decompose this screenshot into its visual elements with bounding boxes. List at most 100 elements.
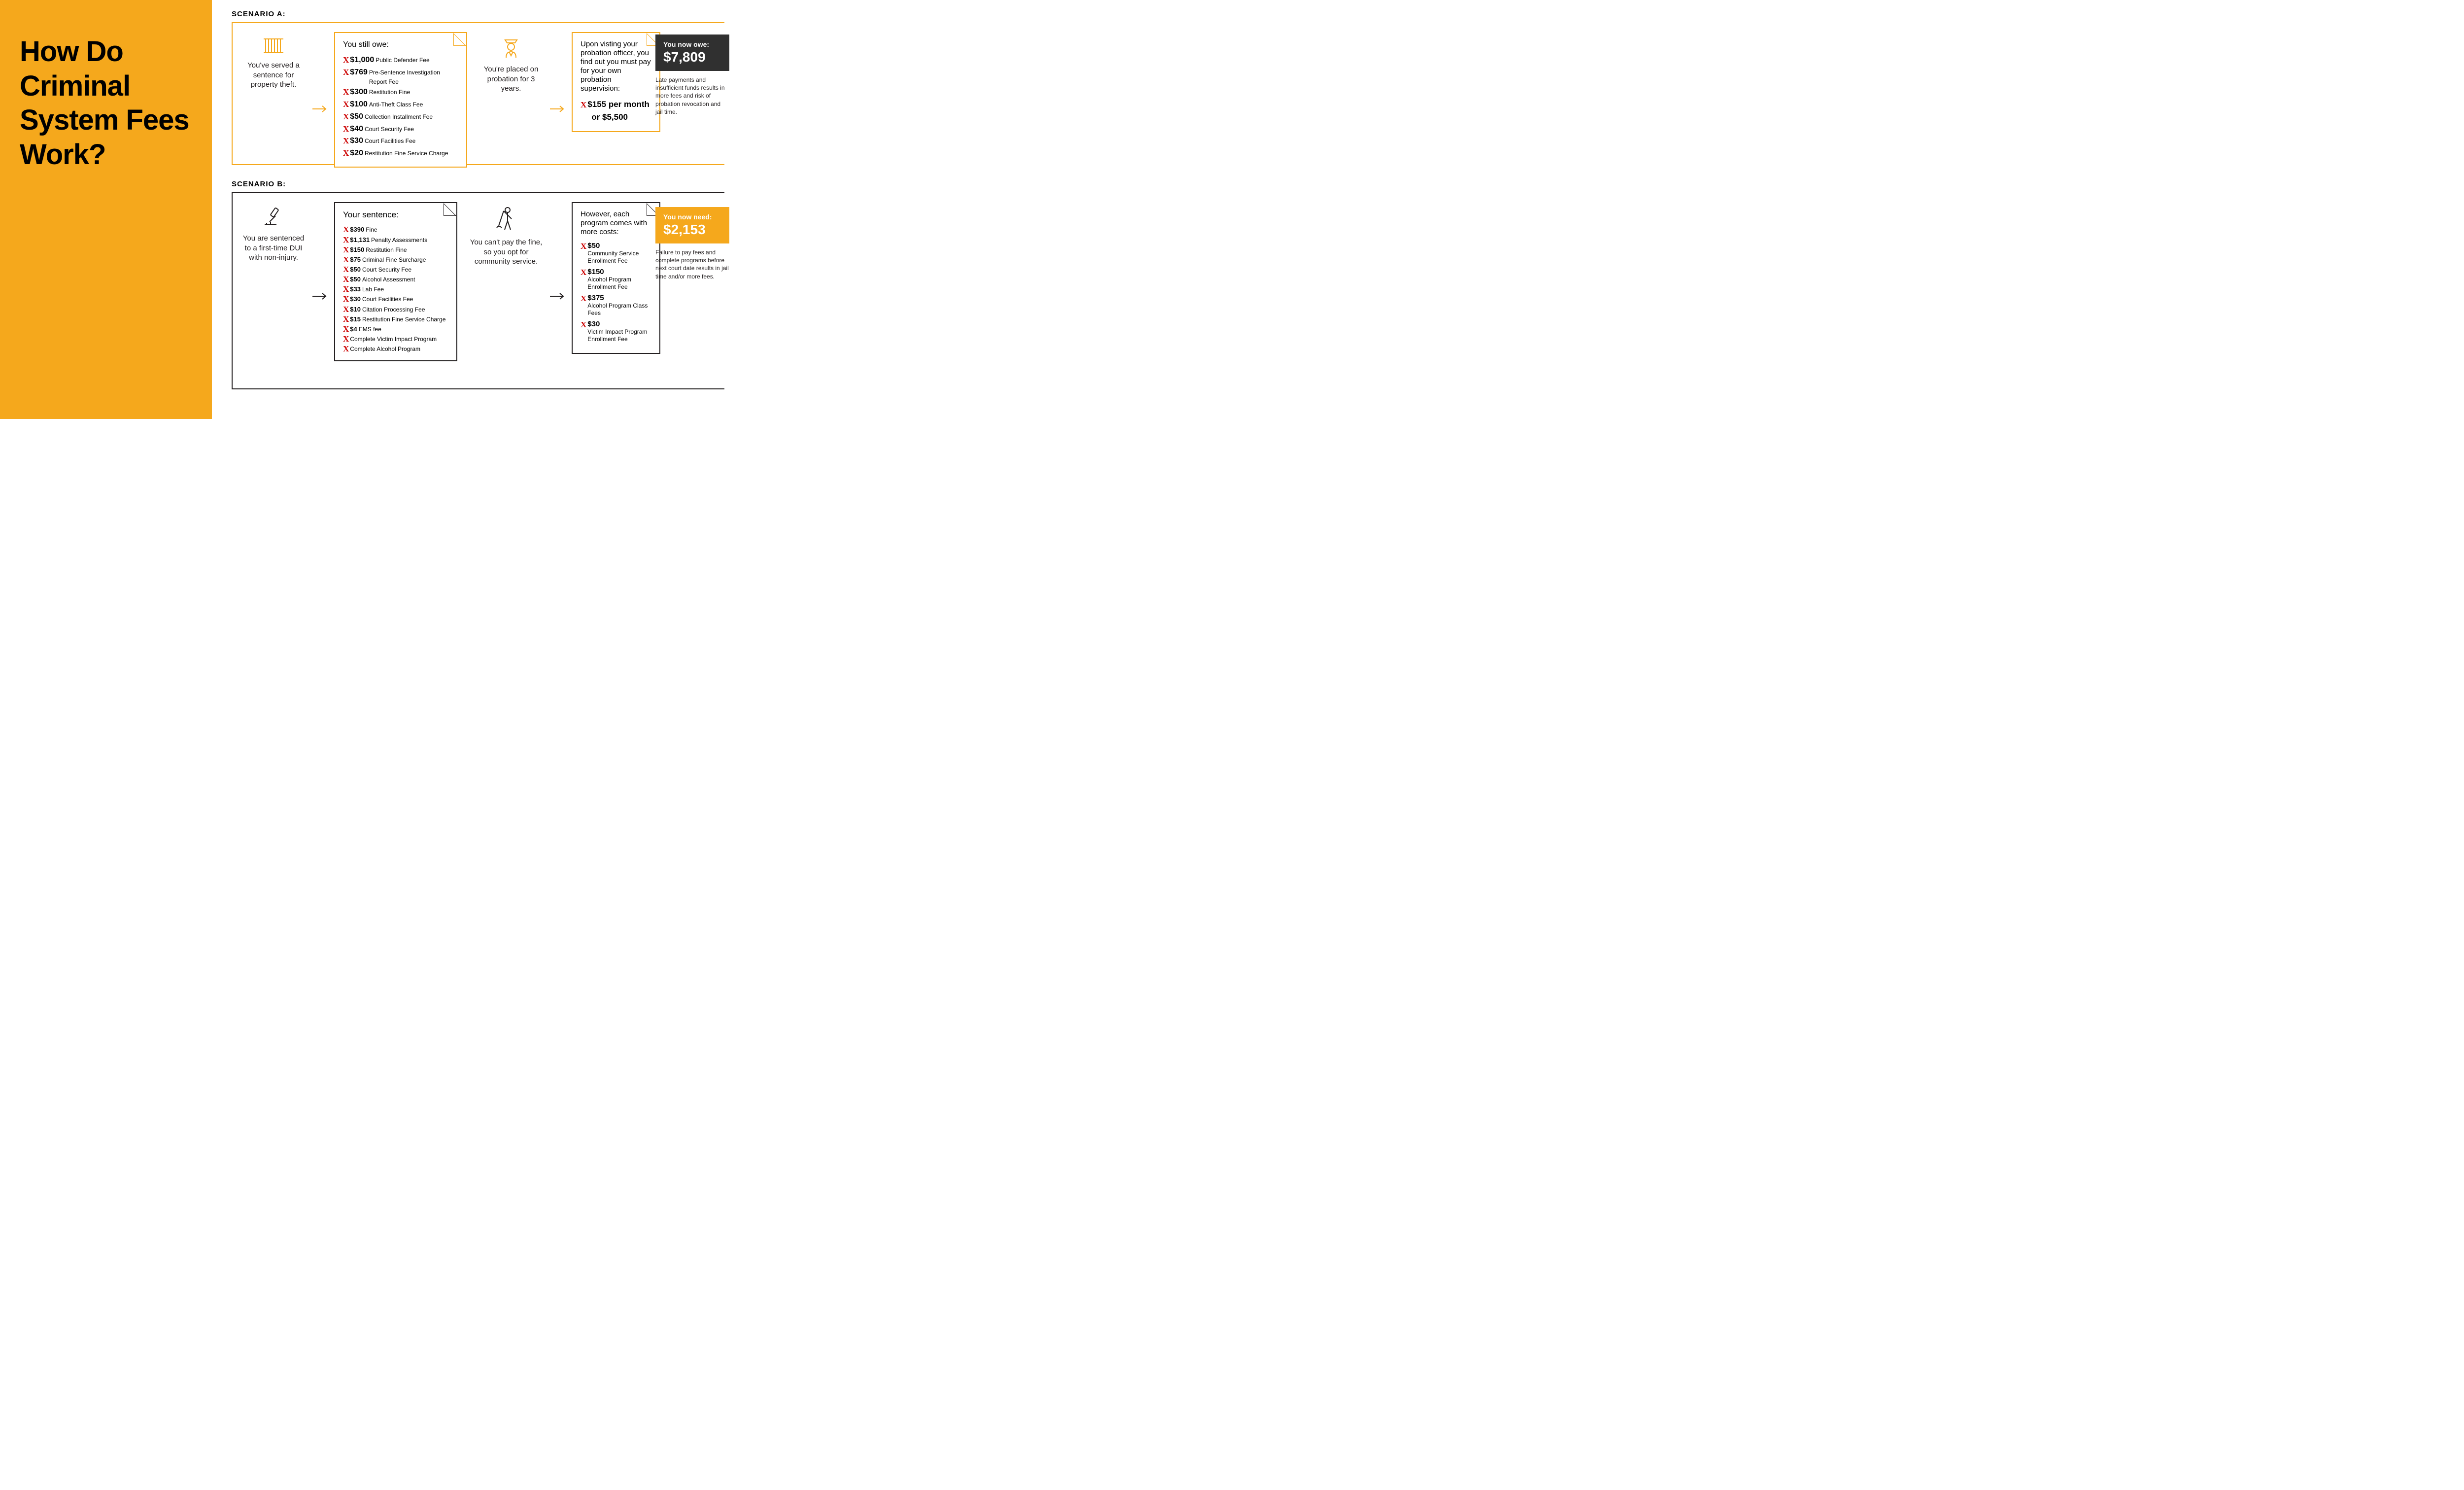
fee-line: X$375Alcohol Program Class Fees — [581, 294, 651, 320]
fee-label: Restitution Fine Service Charge — [365, 149, 448, 158]
scenario-b-step2-text: You can't pay the fine, so you opt for c… — [469, 238, 543, 267]
fee-line: X$1,000Public Defender Fee — [343, 54, 458, 67]
fee-amount: $75 — [350, 255, 361, 265]
fee-line: X$4EMS fee — [343, 324, 448, 334]
fee-label: Alcohol Program Class Fees — [587, 302, 651, 317]
fee-label: Alcohol Assessment — [362, 275, 415, 284]
doc-title: Your sentence: — [343, 210, 448, 220]
fee-amount: $150 — [350, 245, 364, 255]
content-area: SCENARIO A: — [212, 0, 739, 419]
fee-label: Complete Alcohol Program — [350, 345, 420, 354]
fee-amount: $10 — [350, 305, 361, 314]
scenario-b-step1: You are sentenced to a first-time DUI wi… — [241, 202, 306, 263]
doc-title: However, each program comes with more co… — [581, 210, 651, 237]
fee-amount: $30 — [350, 294, 361, 304]
fee-amount: $50 — [350, 275, 361, 284]
fee-line: X$390Fine — [343, 225, 448, 235]
scenario-b-label: SCENARIO B: — [232, 180, 724, 188]
fee-amount: $390 — [350, 225, 364, 235]
callout-amount: $2,153 — [663, 222, 721, 238]
arrow-icon — [312, 105, 327, 112]
fee-line: X$50Alcohol Assessment — [343, 275, 448, 284]
fee-amount: $30 — [350, 135, 363, 147]
fee-line: X$150Restitution Fine — [343, 245, 448, 255]
scenario-a-step1-text: You've served a sentence for property th… — [241, 61, 306, 90]
fee-label: Anti-Theft Class Fee — [369, 100, 423, 109]
callout-label: You now need: — [663, 213, 721, 221]
fee-line: X$50Community Service Enrollment Fee — [581, 242, 651, 268]
fee-line: X$40Court Security Fee — [343, 123, 458, 136]
fee-amount: $33 — [350, 284, 361, 294]
fee-amount: $15 — [350, 314, 361, 324]
jail-icon — [262, 36, 285, 56]
fee-label: Court Security Fee — [365, 125, 414, 134]
fee-line: X$150Alcohol Program Enrollment Fee — [581, 268, 651, 294]
scenario-a: SCENARIO A: — [232, 10, 724, 165]
fee-line: X$100Anti-Theft Class Fee — [343, 99, 458, 111]
scenario-b: SCENARIO B: You are se — [232, 180, 724, 389]
arrow-icon — [550, 105, 565, 112]
fee-line: X$30Court Facilities Fee — [343, 135, 458, 147]
fee-label: Public Defender Fee — [376, 56, 429, 65]
fee-list: X$390FineX$1,131Penalty AssessmentsX$150… — [343, 225, 448, 353]
scenario-a-callout-col: You now owe: $7,809 Late payments and in… — [655, 35, 729, 116]
fee-label: Court Security Fee — [362, 265, 411, 275]
scenario-b-doc1: Your sentence: X$390FineX$1,131Penalty A… — [334, 202, 457, 361]
fee-amount: $1,000 — [350, 54, 374, 67]
doc-title: Upon visting your probation officer, you… — [581, 40, 651, 93]
gavel-icon — [261, 206, 286, 229]
fee-line: X$20Restitution Fine Service Charge — [343, 147, 458, 160]
fee-line: X$50Collection Installment Fee — [343, 111, 458, 123]
fee-label: Lab Fee — [362, 285, 384, 294]
main-title: How Do Criminal System Fees Work? — [20, 35, 192, 172]
scenario-b-step2: You can't pay the fine, so you opt for c… — [469, 202, 543, 267]
fee-label: EMS fee — [359, 325, 381, 334]
fee-label: Restitution Fine Service Charge — [362, 315, 445, 324]
community-service-icon — [495, 206, 517, 233]
fee-line: X $155 per month or $5,500 — [581, 98, 651, 124]
fee-amount: $300 — [350, 86, 368, 99]
fee-label: Citation Processing Fee — [362, 305, 425, 314]
fee-amount: $1,131 — [350, 235, 370, 245]
scenario-b-callout: You now need: $2,153 — [655, 207, 729, 243]
fee-line: XComplete Victim Impact Program — [343, 334, 448, 344]
fee-label: Court Facilities Fee — [362, 295, 413, 304]
fee-list: X$1,000Public Defender FeeX$769Pre-Sente… — [343, 54, 458, 160]
fee-amount: $50 — [350, 265, 361, 275]
title-panel: How Do Criminal System Fees Work? — [0, 0, 212, 419]
fee-line: X$15Restitution Fine Service Charge — [343, 314, 448, 324]
fee-amount: $769 — [350, 67, 368, 79]
fee-amount: $50 — [350, 111, 363, 123]
fee-line: X$769Pre-Sentence Investigation Report F… — [343, 67, 458, 86]
callout-note: Late payments and insufficient funds res… — [655, 76, 729, 116]
fee-label: Fine — [366, 225, 377, 235]
fee-line: X$30Victim Impact Program Enrollment Fee — [581, 320, 651, 346]
fee-line: X$50Court Security Fee — [343, 265, 448, 275]
callout-amount: $7,809 — [663, 49, 721, 65]
officer-icon — [500, 36, 522, 60]
fee-line: X$300Restitution Fine — [343, 86, 458, 99]
fee-amount: $150 — [587, 268, 651, 276]
fee-label: Pre-Sentence Investigation Report Fee — [369, 68, 458, 86]
fee-line: X$10Citation Processing Fee — [343, 305, 448, 314]
scenario-b-doc2: However, each program comes with more co… — [572, 202, 660, 354]
fee-label: Criminal Fine Surcharge — [362, 255, 426, 265]
fee-line: X$33Lab Fee — [343, 284, 448, 294]
scenario-a-doc2: Upon visting your probation officer, you… — [572, 32, 660, 132]
scenario-b-callout-col: You now need: $2,153 Failure to pay fees… — [655, 207, 729, 280]
fee-label: Community Service Enrollment Fee — [587, 250, 651, 265]
fee-label: Penalty Assessments — [371, 236, 427, 245]
fee-line: XComplete Alcohol Program — [343, 344, 448, 354]
callout-label: You now owe: — [663, 40, 721, 48]
scenario-a-doc1: You still owe: X$1,000Public Defender Fe… — [334, 32, 467, 168]
fee-amount: $30 — [587, 320, 651, 328]
scenario-a-label: SCENARIO A: — [232, 10, 724, 18]
fee-amount: $375 — [587, 294, 651, 302]
arrow-icon — [550, 293, 565, 300]
scenario-a-callout: You now owe: $7,809 — [655, 35, 729, 71]
fee-label: Restitution Fine — [366, 245, 407, 255]
fee-list: X$50Community Service Enrollment FeeX$15… — [581, 242, 651, 346]
fee-amount: $40 — [350, 123, 363, 136]
fee-amount: $155 per month — [587, 100, 650, 109]
scenario-a-box: You've served a sentence for property th… — [232, 22, 724, 165]
